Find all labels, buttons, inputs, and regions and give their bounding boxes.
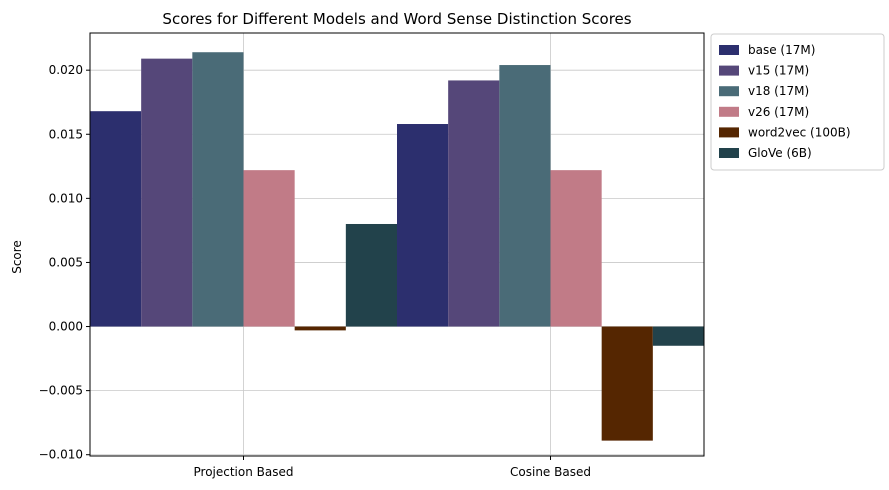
legend: base (17M) v15 (17M) v18 (17M) v26 (17M) wor… xyxy=(710,33,885,171)
y-tick-label: −0.005 xyxy=(39,384,83,398)
bar xyxy=(652,326,704,346)
x-axis: Projection Based Cosine Based xyxy=(194,456,591,479)
bar xyxy=(601,326,653,441)
legend-swatch xyxy=(719,86,739,97)
bar xyxy=(141,58,193,327)
legend-label: v26 (17M) xyxy=(748,105,809,119)
legend-swatch xyxy=(719,65,739,76)
y-axis-label: Score xyxy=(10,240,24,274)
chart-title: Scores for Different Models and Word Sen… xyxy=(162,10,631,28)
bar xyxy=(448,80,500,327)
legend-label: word2vec (100B) xyxy=(748,125,851,139)
y-tick-label: −0.010 xyxy=(39,448,83,462)
bar xyxy=(192,52,244,327)
legend-swatch xyxy=(719,45,739,55)
bar xyxy=(550,170,602,327)
y-tick-label: 0.010 xyxy=(49,191,83,205)
x-tick-label: Cosine Based xyxy=(510,465,591,479)
legend-swatch xyxy=(719,148,739,158)
bar xyxy=(243,170,295,327)
bar xyxy=(499,65,551,327)
y-axis: −0.010 −0.005 0.000 0.005 0.010 0.015 0.020 xyxy=(39,63,90,462)
y-tick-label: 0.005 xyxy=(49,255,83,269)
plot-frame xyxy=(89,32,705,457)
y-tick-label: 0.000 xyxy=(49,320,83,334)
legend-swatch xyxy=(719,127,739,138)
legend-swatch xyxy=(719,106,739,117)
bar xyxy=(397,124,449,327)
bar xyxy=(345,223,397,327)
bars xyxy=(90,52,704,441)
x-tick-label: Projection Based xyxy=(194,465,294,479)
legend-box xyxy=(710,33,885,171)
legend-label: base (17M) xyxy=(748,43,815,57)
bar xyxy=(294,326,346,331)
legend-label: GloVe (6B) xyxy=(748,146,812,160)
bar xyxy=(90,111,142,327)
y-tick-label: 0.020 xyxy=(49,63,83,77)
legend-label: v15 (17M) xyxy=(748,64,809,78)
legend-label: v18 (17M) xyxy=(748,84,809,98)
y-tick-label: 0.015 xyxy=(49,127,83,141)
